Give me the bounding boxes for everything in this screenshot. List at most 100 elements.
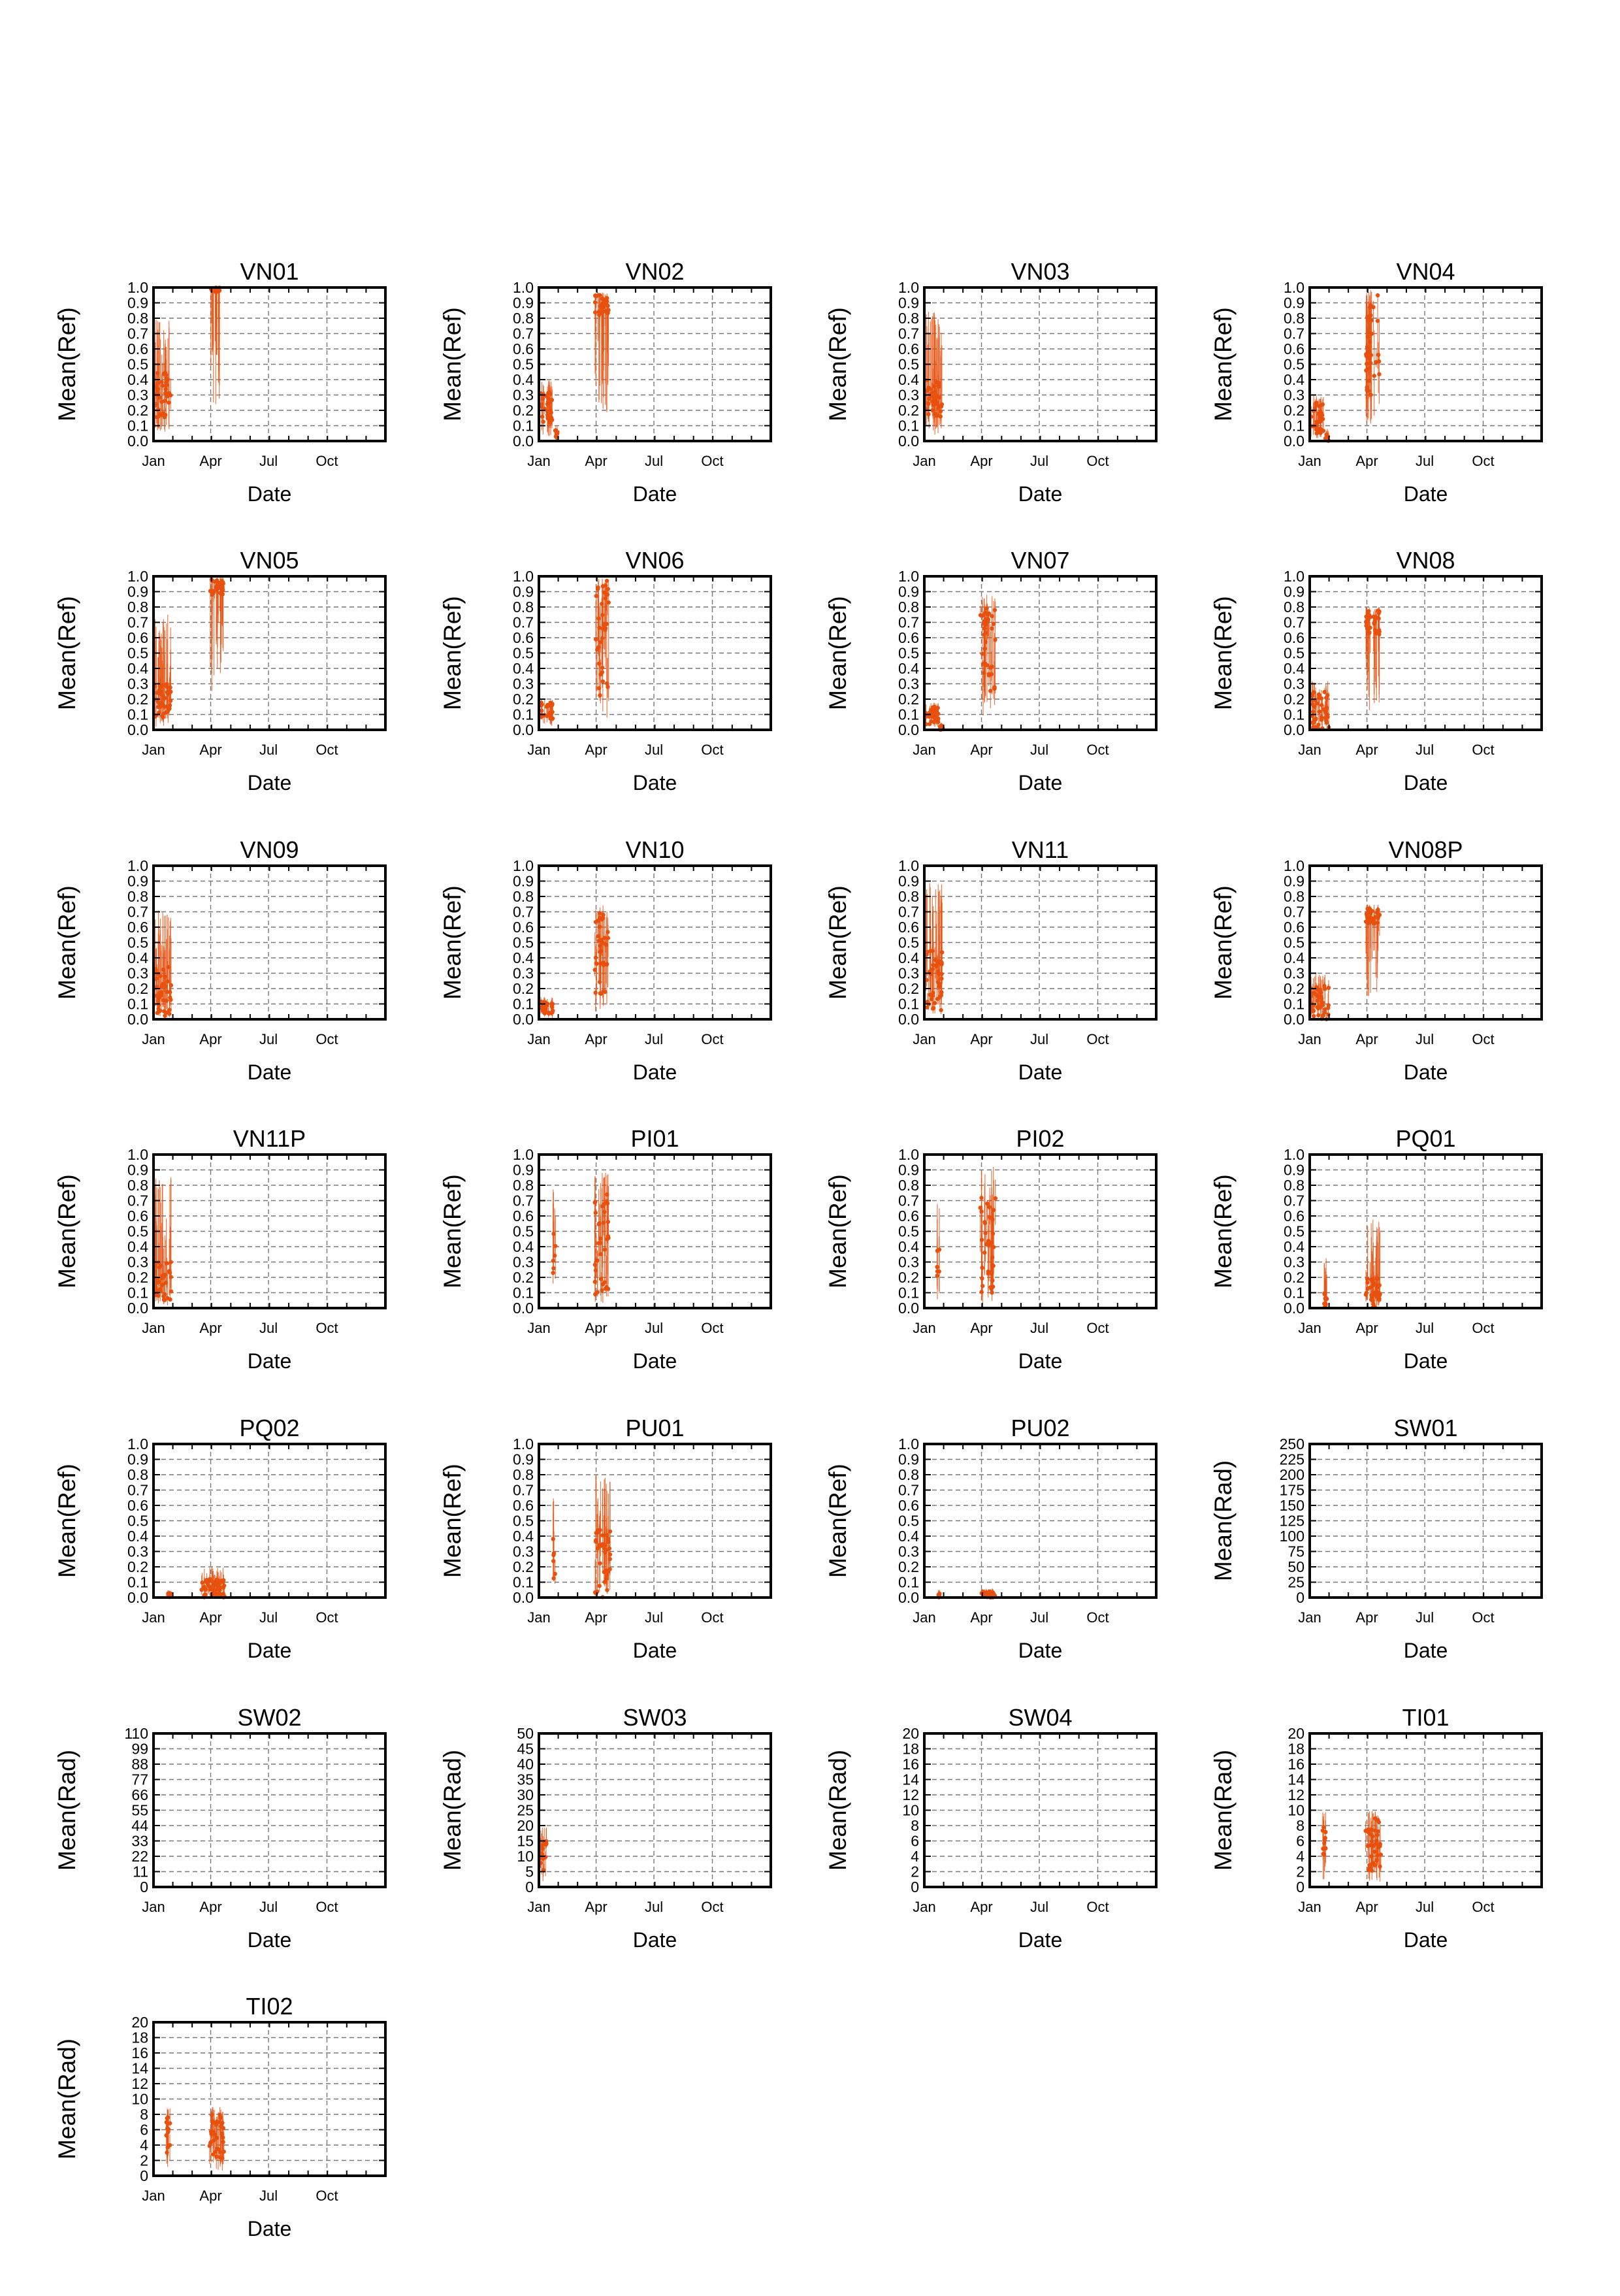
data-point xyxy=(1378,1852,1384,1857)
data-point xyxy=(1313,717,1318,722)
data-point xyxy=(218,2112,222,2117)
x-tick-label: Jul xyxy=(645,1031,663,1047)
data-point xyxy=(926,401,931,406)
data-point xyxy=(939,723,944,728)
x-tick-label: Oct xyxy=(316,742,338,758)
data-point xyxy=(1378,1864,1382,1869)
x-axis-label: Date xyxy=(633,482,677,506)
y-tick-label: 0 xyxy=(911,1878,919,1895)
chart-title: VN08 xyxy=(1396,547,1455,574)
data-point xyxy=(221,580,225,585)
data-point xyxy=(1375,1833,1380,1837)
data-point xyxy=(1310,702,1315,706)
y-tick-label: 0.1 xyxy=(898,1285,919,1302)
y-tick-label: 0.4 xyxy=(127,949,148,966)
x-tick-label: Apr xyxy=(199,1899,221,1915)
data-point xyxy=(159,692,164,697)
x-tick-label: Jan xyxy=(142,742,165,758)
data-point xyxy=(163,391,168,395)
data-point xyxy=(1315,1005,1320,1009)
x-tick-label: Jul xyxy=(1416,1609,1434,1626)
chart-panel-pq02: PQ02 0.00.10.20.30.40.50.60.70.80.91.0 Jan… xyxy=(54,1415,387,1662)
x-tick-label: Apr xyxy=(199,742,221,758)
data-point xyxy=(990,614,994,619)
y-tick-label: 0.8 xyxy=(513,599,534,615)
y-tick-label: 0.2 xyxy=(1284,980,1304,997)
y-tick-label: 0.0 xyxy=(898,1589,919,1606)
y-tick-label: 0.3 xyxy=(898,965,919,982)
x-tick-label: Jan xyxy=(1298,453,1321,469)
y-tick-label: 33 xyxy=(131,1833,148,1850)
y-tick-label: 0.6 xyxy=(1284,629,1304,646)
chart-title: SW04 xyxy=(1008,1704,1072,1731)
y-tick-label: 0.3 xyxy=(127,676,148,693)
x-tick-label: Apr xyxy=(585,1320,607,1336)
y-tick-label: 12 xyxy=(1288,1786,1304,1803)
x-tick-label: Jan xyxy=(913,453,935,469)
y-tick-label: 0.3 xyxy=(127,1254,148,1271)
chart-panel-vn08p: VN08P 0.00.10.20.30.40.50.60.70.80.91.0 Ja… xyxy=(1210,836,1543,1084)
y-tick-label: 0.1 xyxy=(513,418,534,435)
data-point xyxy=(208,1587,212,1592)
y-tick-label: 0.9 xyxy=(127,873,148,890)
data-point xyxy=(154,976,159,981)
x-tick-label: Jul xyxy=(1030,1320,1048,1336)
y-tick-label: 0.9 xyxy=(1284,873,1304,890)
x-tick-label: Jan xyxy=(913,1899,935,1915)
y-tick-label: 0.4 xyxy=(1284,371,1304,388)
data-point xyxy=(210,2112,214,2117)
y-axis-label: Mean(Ref) xyxy=(439,596,466,710)
y-tick-label: 1.0 xyxy=(898,1146,919,1163)
chart-title: VN03 xyxy=(1011,258,1069,285)
y-tick-label: 0.2 xyxy=(1284,1269,1304,1286)
data-point xyxy=(211,1584,216,1588)
y-tick-label: 10 xyxy=(131,2091,148,2108)
y-axis-label: Mean(Ref) xyxy=(824,307,851,421)
y-tick-label: 0.3 xyxy=(898,1543,919,1560)
data-point xyxy=(604,962,609,967)
chart-title: PQ01 xyxy=(1395,1125,1455,1152)
y-tick-label: 0.6 xyxy=(898,1497,919,1514)
y-tick-label: 0.0 xyxy=(127,1589,148,1606)
x-tick-label: Apr xyxy=(585,1609,607,1626)
x-tick-label: Jan xyxy=(527,1031,550,1047)
x-axis-label: Date xyxy=(248,771,292,795)
data-point xyxy=(210,2120,215,2125)
data-point xyxy=(986,673,992,678)
y-axis-label: Mean(Ref) xyxy=(1210,1174,1237,1288)
y-tick-label: 0.5 xyxy=(513,356,534,373)
x-axis-label: Date xyxy=(633,1639,677,1662)
chart-panel-pi01: PI01 0.00.10.20.30.40.50.60.70.80.91.0 Jan… xyxy=(439,1125,772,1373)
data-point xyxy=(602,1280,607,1285)
y-tick-label: 0.0 xyxy=(898,433,919,450)
y-tick-label: 0.1 xyxy=(898,418,919,435)
x-tick-label: Jul xyxy=(259,1899,278,1915)
data-point xyxy=(1320,417,1325,421)
data-point xyxy=(1373,628,1378,632)
data-point xyxy=(604,1285,609,1290)
x-tick-label: Jul xyxy=(1416,453,1434,469)
y-tick-label: 0.2 xyxy=(898,1558,919,1575)
y-tick-label: 0.1 xyxy=(898,1574,919,1591)
data-point xyxy=(602,1579,607,1584)
data-point xyxy=(1376,608,1380,613)
y-tick-label: 0.6 xyxy=(898,629,919,646)
data-point xyxy=(600,1542,605,1547)
chart-panel-vn01: VN01 0.00.10.20.30.40.50.60.70.80.91.0 Jan… xyxy=(54,258,387,506)
y-tick-label: 0.3 xyxy=(1284,1254,1304,1271)
y-tick-label: 0.0 xyxy=(127,433,148,450)
data-point xyxy=(986,1591,991,1596)
data-point xyxy=(985,1201,990,1206)
y-tick-label: 0.1 xyxy=(127,1574,148,1591)
y-tick-label: 77 xyxy=(131,1771,148,1788)
data-point xyxy=(1372,1863,1378,1867)
y-tick-label: 0.0 xyxy=(1284,433,1304,450)
y-tick-label: 0.3 xyxy=(127,1543,148,1560)
data-point xyxy=(935,959,940,964)
y-tick-label: 225 xyxy=(1280,1451,1304,1468)
x-tick-label: Jan xyxy=(913,1320,935,1336)
y-tick-label: 0 xyxy=(140,1878,148,1895)
data-point xyxy=(1372,1849,1377,1854)
x-tick-label: Jan xyxy=(142,1031,165,1047)
